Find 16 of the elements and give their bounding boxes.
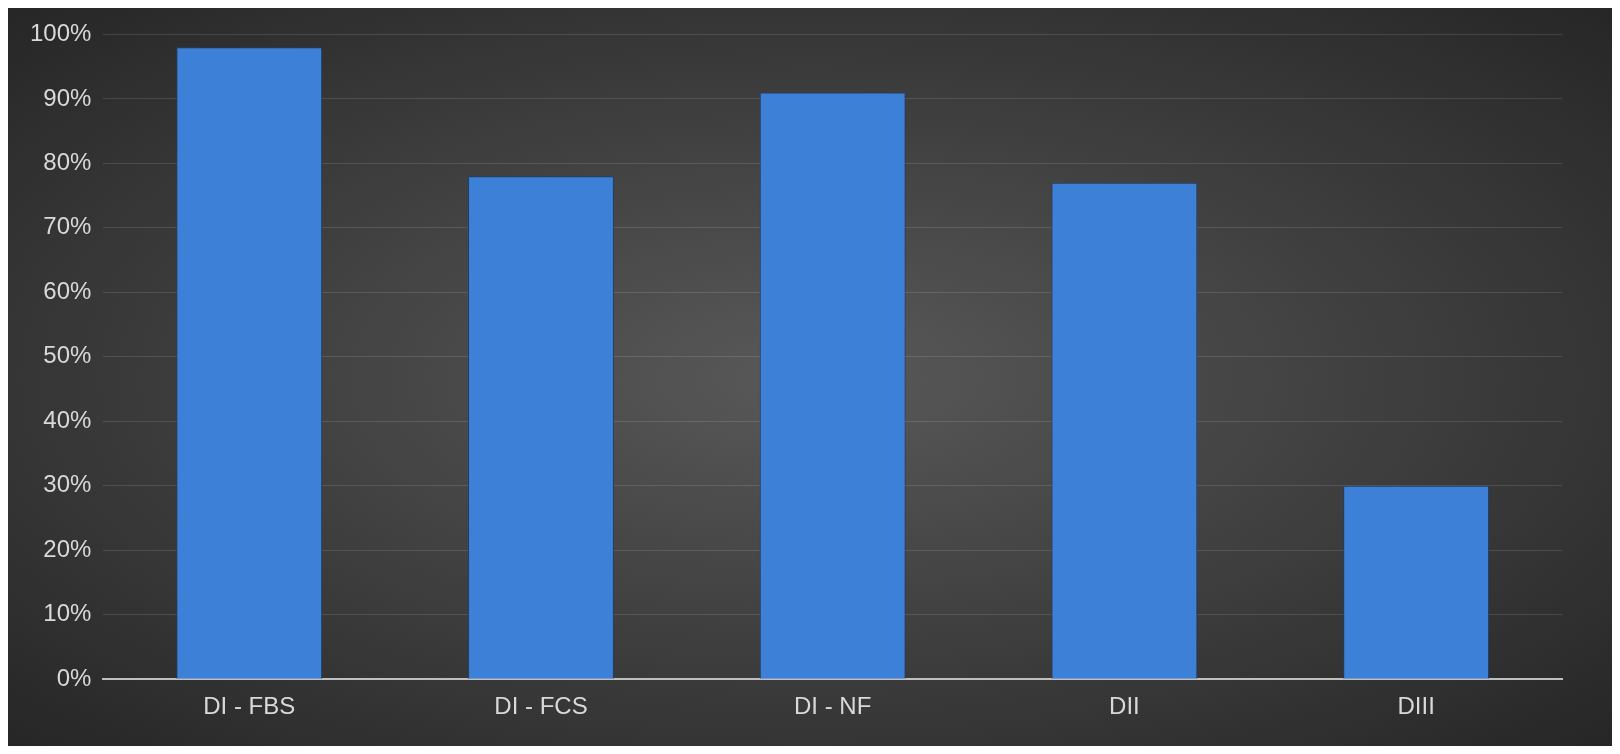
- y-tick-label: 100%: [29, 19, 92, 47]
- y-tick-label: 50%: [43, 341, 92, 369]
- y-tick-label: 40%: [43, 405, 92, 433]
- x-tick-label: DI - FBS: [203, 692, 296, 720]
- y-tick-label: 30%: [43, 470, 92, 498]
- y-tick-label: 70%: [43, 212, 92, 240]
- x-tick-label: DI - NF: [794, 692, 872, 720]
- x-tick-label: DII: [1109, 692, 1140, 720]
- y-tick-label: 20%: [43, 534, 92, 562]
- y-tick-label: 90%: [43, 83, 92, 111]
- y-tick-label: 0%: [56, 663, 92, 691]
- y-tick-label: 80%: [43, 147, 92, 175]
- x-tick-label: DIII: [1397, 692, 1435, 720]
- y-tick-label: 10%: [43, 599, 92, 627]
- y-tick-label: 60%: [43, 276, 92, 304]
- x-tick-label: DI - FCS: [494, 692, 588, 720]
